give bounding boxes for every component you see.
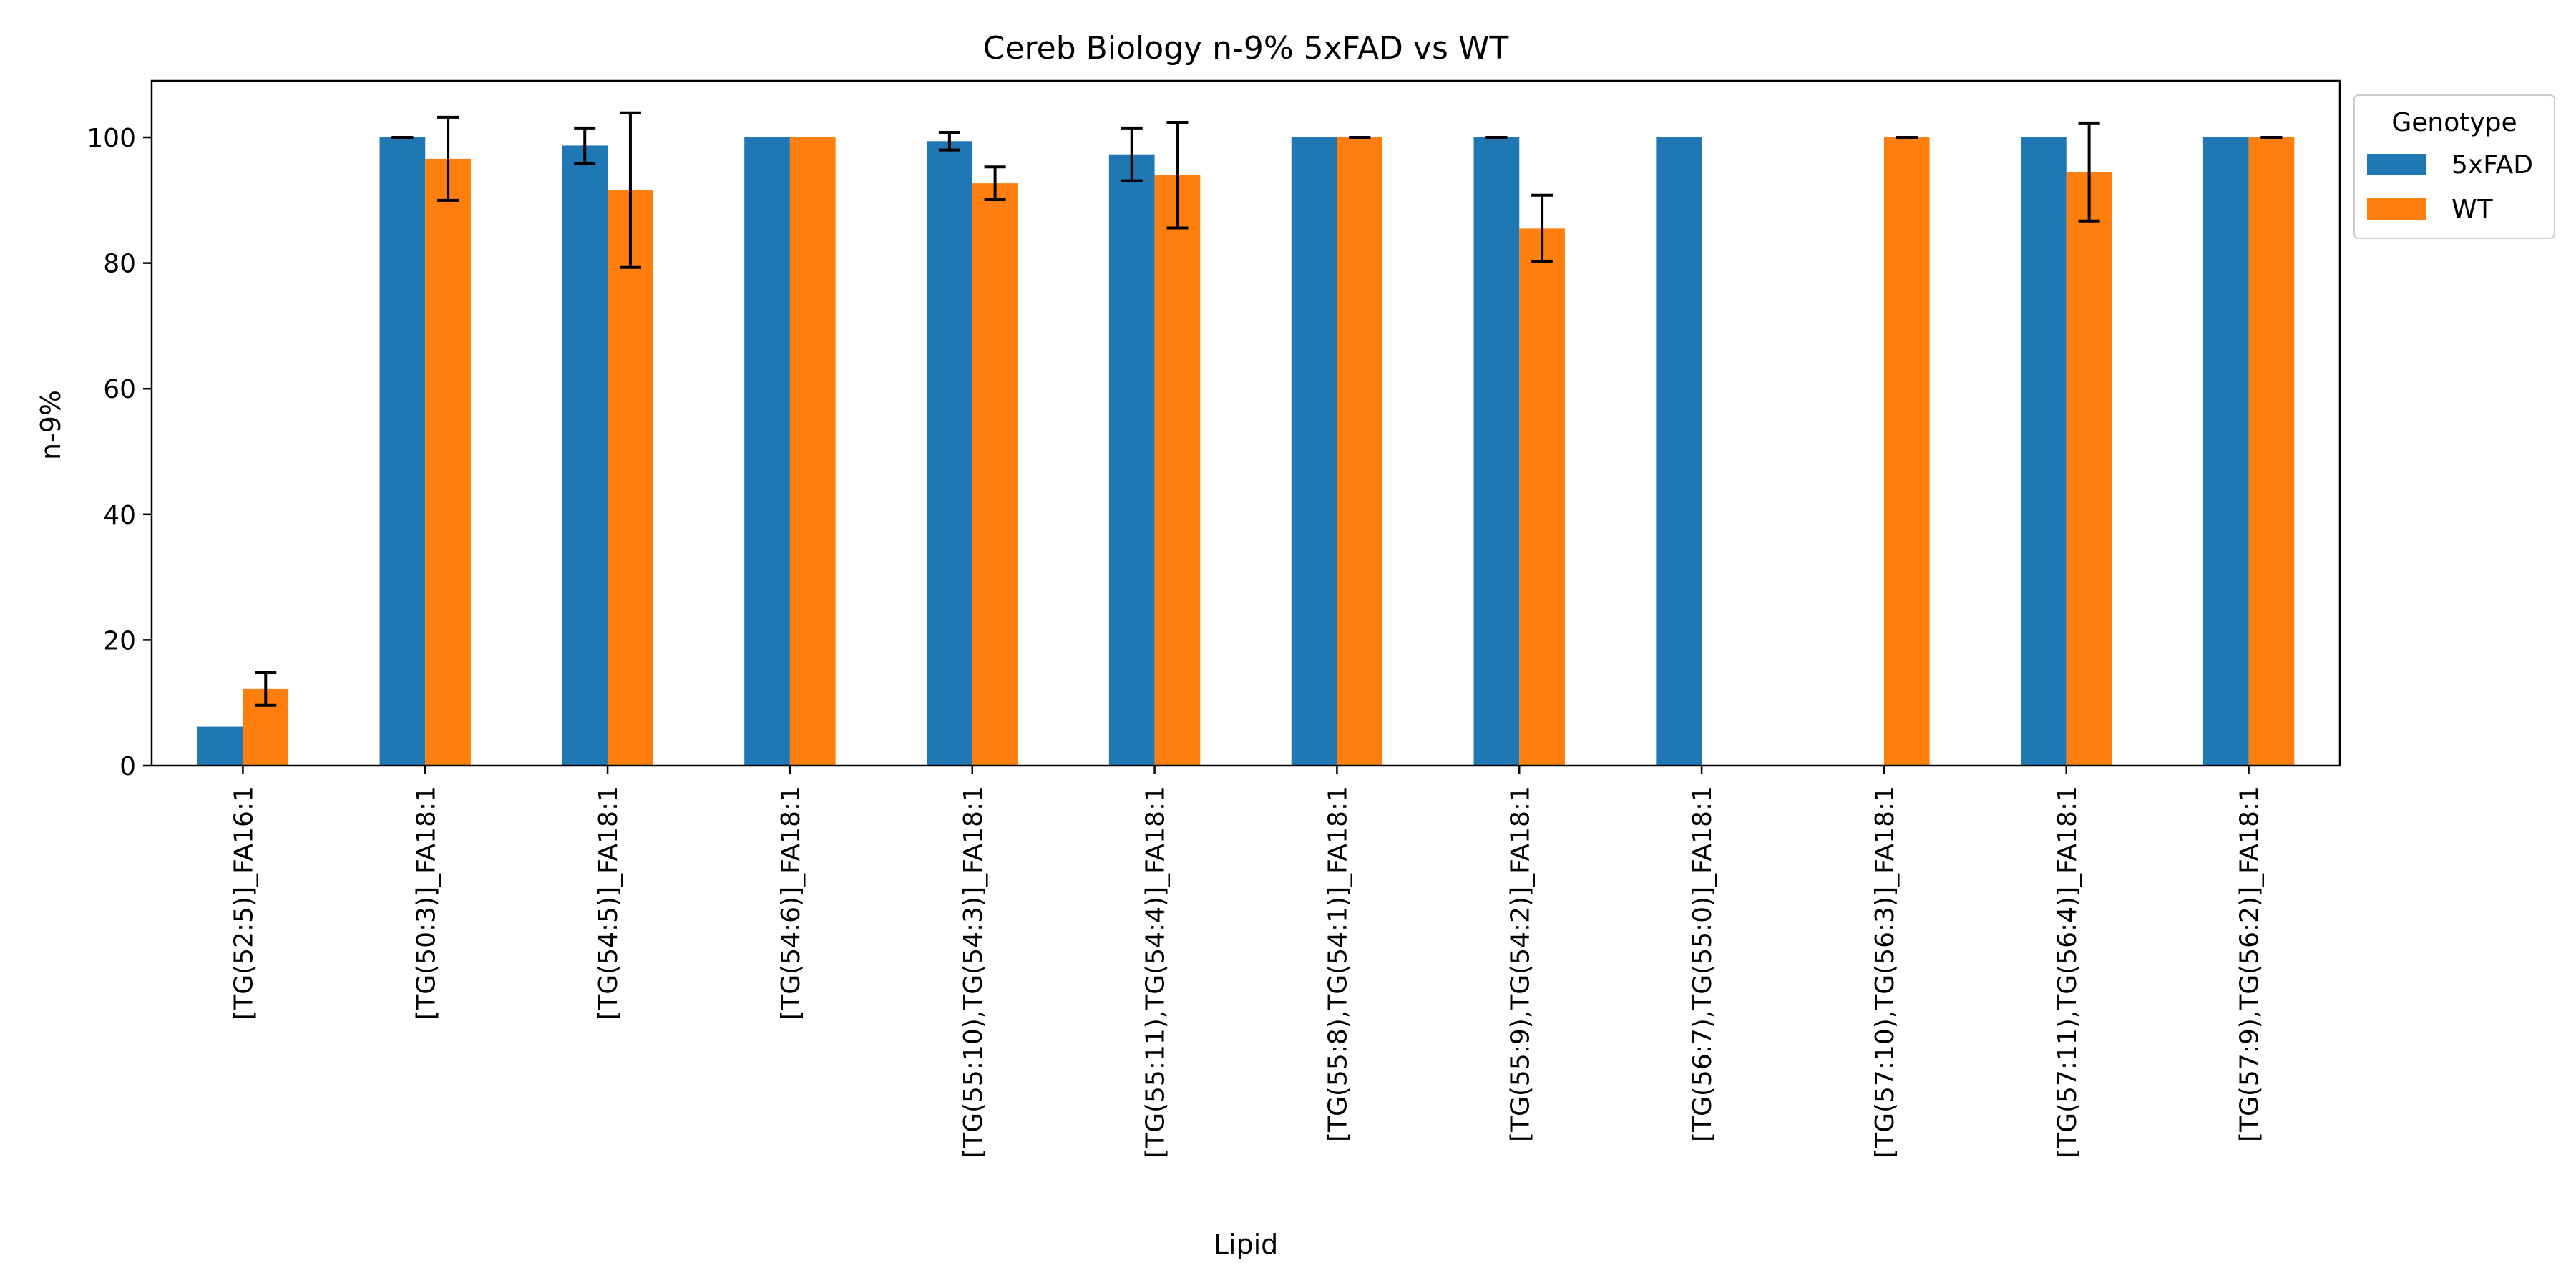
error-bar-wt-2	[619, 111, 641, 269]
legend-title: Genotype	[2391, 108, 2517, 137]
x-axis-label: Lipid	[1214, 1229, 1279, 1260]
bar-wt-4	[972, 183, 1018, 766]
error-bar-5xfad-2	[574, 126, 596, 165]
bar-5xfad-8	[1656, 137, 1702, 766]
bar-5xfad-7	[1473, 137, 1520, 766]
legend: Genotype 5xFAD WT	[2353, 94, 2555, 239]
error-bar-wt-1	[437, 115, 459, 202]
bar-wt-11	[2248, 137, 2295, 766]
plot-frame	[150, 79, 2341, 767]
y-tick-label: 20	[103, 626, 136, 655]
x-tick-label: [TG(57:10),TG(56:3)]_FA18:1	[1870, 786, 1900, 1158]
chart-title: Cereb Biology n-9% 5xFAD vs WT	[983, 30, 1509, 67]
error-bar-wt-4	[984, 165, 1006, 201]
x-tick-label: [TG(54:5)]_FA18:1	[594, 786, 623, 1020]
y-axis-label: n-9%	[35, 390, 67, 460]
bar-wt-7	[1519, 228, 1565, 766]
bar-wt-1	[425, 158, 471, 766]
error-bar-5xfad-4	[938, 130, 960, 152]
bar-wt-9	[1883, 137, 1930, 766]
bar-wt-5	[1154, 175, 1201, 766]
legend-swatch-wt	[2367, 198, 2426, 220]
bar-wt-2	[608, 190, 653, 766]
legend-label-wt: WT	[2451, 195, 2494, 224]
x-tick-label: [TG(55:11),TG(54:4)]_FA18:1	[1141, 786, 1171, 1158]
x-tick-label: [TG(55:8),TG(54:1)]_FA18:1	[1323, 786, 1352, 1142]
error-bar-wt-7	[1531, 193, 1553, 263]
error-bar-wt-5	[1166, 120, 1189, 230]
plot-area	[197, 111, 2295, 766]
x-tick-label: [TG(54:6)]_FA18:1	[776, 786, 806, 1020]
y-tick-label: 0	[119, 752, 136, 781]
error-bar-wt-0	[255, 671, 277, 707]
y-tick-label: 100	[87, 124, 136, 153]
error-bar-wt-10	[2078, 121, 2100, 223]
bar-5xfad-6	[1291, 137, 1337, 766]
legend-label-5xfad: 5xFAD	[2451, 150, 2533, 180]
bar-5xfad-0	[197, 726, 243, 766]
x-tick-label: [TG(55:10),TG(54:3)]_FA18:1	[959, 786, 988, 1158]
bar-5xfad-2	[562, 145, 608, 766]
bar-5xfad-3	[744, 137, 790, 766]
x-tick-label: [TG(55:9),TG(54:2)]_FA18:1	[1506, 786, 1535, 1142]
bar-wt-6	[1337, 137, 1383, 766]
bar-5xfad-5	[1108, 154, 1155, 766]
y-tick-label: 80	[103, 250, 136, 279]
x-tick-label: [TG(56:7),TG(55:0)]_FA18:1	[1688, 786, 1717, 1142]
bar-5xfad-4	[927, 141, 972, 766]
bar-wt-10	[2066, 172, 2112, 766]
x-tick-label: [TG(57:11),TG(56:4)]_FA18:1	[2053, 786, 2082, 1158]
bar-5xfad-11	[2202, 137, 2249, 766]
x-tick-label: [TG(52:5)]_FA16:1	[229, 786, 258, 1020]
y-tick-label: 60	[103, 375, 136, 404]
y-tick-label: 40	[103, 501, 136, 530]
bar-wt-3	[789, 137, 836, 766]
bar-5xfad-1	[379, 137, 426, 766]
legend-swatch-5xfad	[2367, 154, 2426, 175]
error-bar-5xfad-5	[1121, 126, 1143, 182]
x-tick-label: [TG(50:3)]_FA18:1	[411, 786, 441, 1020]
bar-5xfad-10	[2021, 137, 2067, 766]
x-tick-label: [TG(57:9),TG(56:2)]_FA18:1	[2235, 786, 2265, 1142]
